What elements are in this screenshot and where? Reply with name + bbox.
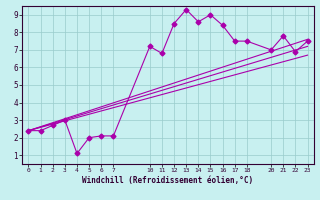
X-axis label: Windchill (Refroidissement éolien,°C): Windchill (Refroidissement éolien,°C) — [83, 176, 253, 185]
